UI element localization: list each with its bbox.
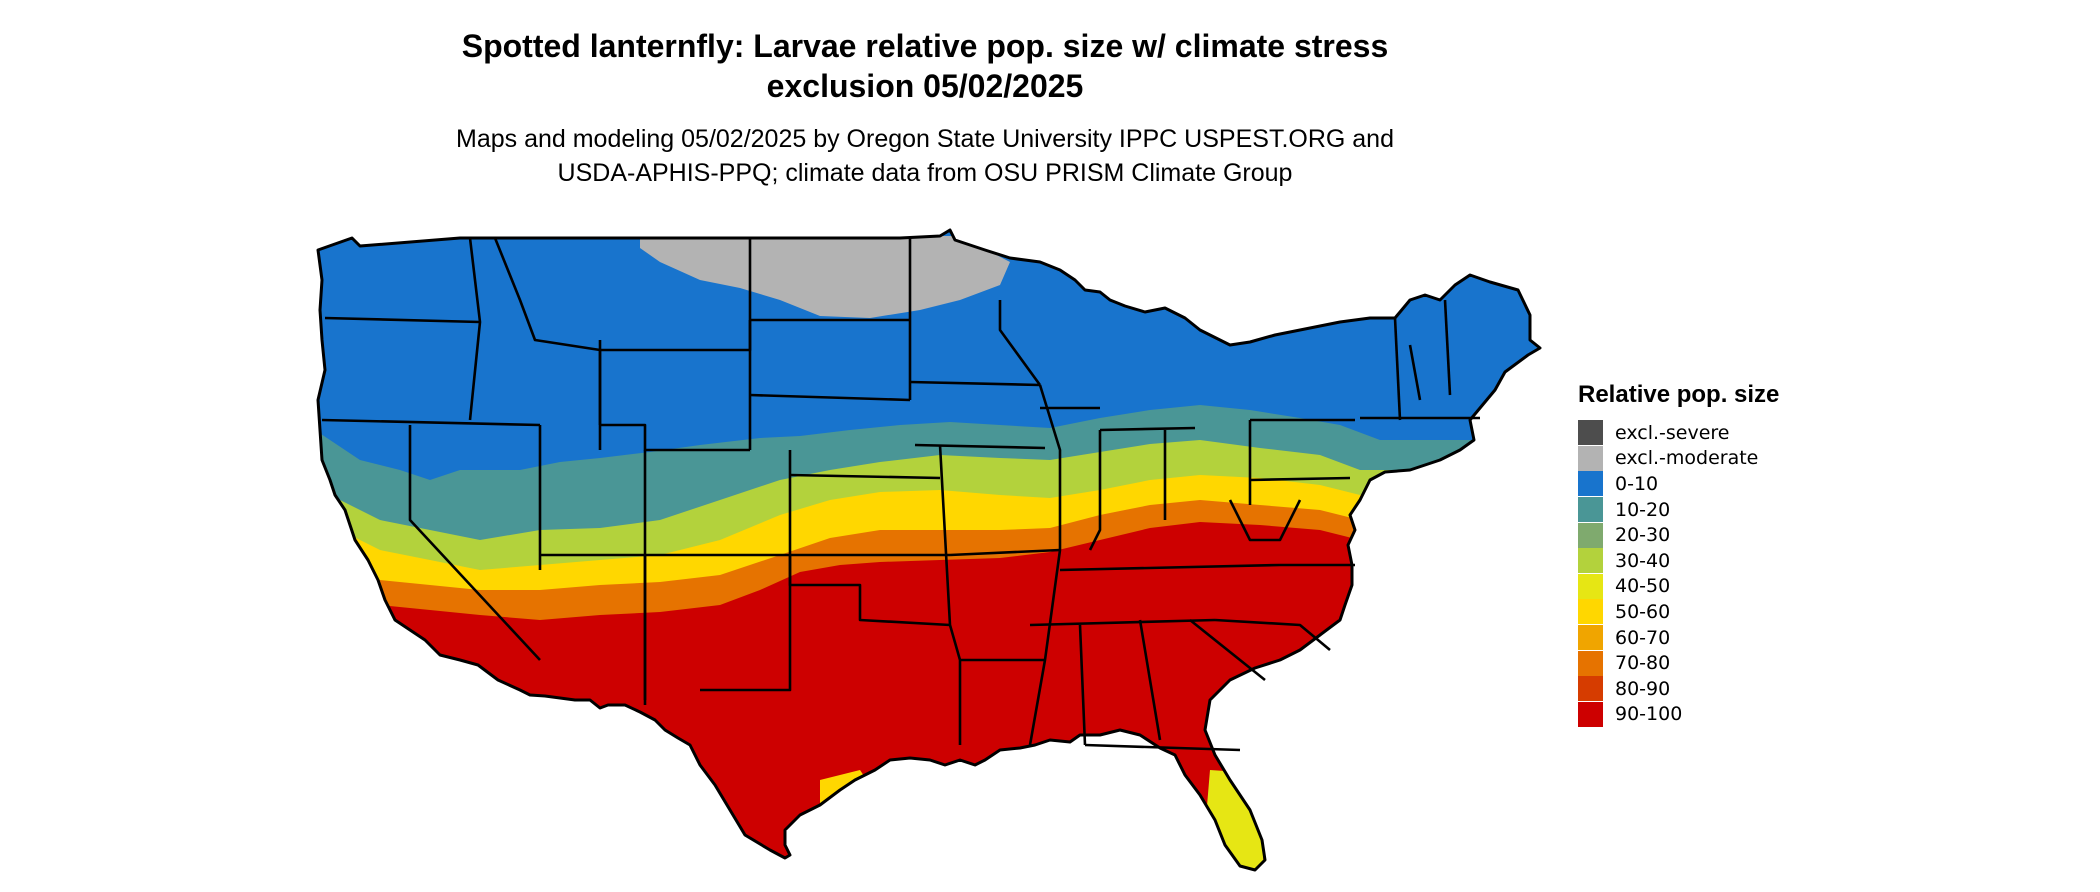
legend-swatch: [1578, 471, 1603, 497]
legend-label: excl.-moderate: [1615, 447, 1759, 470]
boundary-or-ca-nv: [321, 418, 541, 427]
boundary-id-west: [468, 237, 482, 421]
legend-item: excl.-severe: [1578, 420, 1779, 446]
legend-item: 10-20: [1578, 497, 1779, 523]
boundary-ga-sc: [1189, 618, 1266, 682]
map-title-line-2: exclusion 05/02/2025: [766, 68, 1084, 104]
legend-swatch: [1578, 497, 1603, 523]
legend-item: excl.-moderate: [1578, 445, 1779, 472]
boundary-ms-river: [1028, 384, 1062, 746]
map-title: Spotted lanternfly: Larvae relative pop.…: [0, 26, 1850, 106]
boundary-wv: [1228, 499, 1302, 542]
legend-label: 30-40: [1615, 549, 1671, 572]
us-map: [316, 228, 1542, 872]
legend-swatch: [1578, 676, 1603, 702]
boundary-west-ms-river: [938, 444, 962, 745]
boundary-tn-ms-al-ga: [1029, 618, 1216, 627]
legend-label: 80-90: [1615, 677, 1671, 700]
legend-swatch: [1578, 548, 1603, 574]
legend-swatch: [1578, 445, 1603, 471]
legend-swatch: [1578, 650, 1603, 676]
legend-item: 90-100: [1578, 701, 1779, 728]
boundary-mi-south: [1099, 426, 1196, 432]
boundary-mo-ar: [949, 548, 1061, 557]
zone-texas-coast: [820, 770, 890, 870]
boundary-il-in: [1088, 430, 1102, 551]
legend-swatch: [1578, 420, 1603, 446]
legend-item: 60-70: [1578, 625, 1779, 651]
boundary-ny-vt-ma: [1393, 317, 1402, 421]
legend-label: 40-50: [1615, 575, 1671, 598]
legend-item: 30-40: [1578, 548, 1779, 574]
boundary-ca-nv: [408, 425, 541, 661]
legend-swatch: [1578, 522, 1603, 548]
boundary-sd-ne: [749, 393, 911, 402]
boundary-vt-nh: [1408, 344, 1422, 401]
legend-label: 70-80: [1615, 652, 1671, 675]
zone-excl-moderate: [640, 236, 1010, 318]
zone-florida-south: [1200, 770, 1265, 870]
legend-label: 90-100: [1615, 703, 1683, 726]
map-subtitle-line-2: USDA-APHIS-PPQ; climate data from OSU PR…: [557, 159, 1293, 187]
boundary-al-ga: [1138, 619, 1162, 741]
legend-item: 0-10: [1578, 471, 1779, 497]
legend-label: 10-20: [1615, 498, 1671, 521]
boundary-ms-al: [1078, 624, 1087, 746]
boundary-ia-mo: [914, 443, 1046, 450]
legend-swatch: [1578, 701, 1603, 727]
boundary-ne-ks: [789, 473, 941, 480]
boundary-pa-south: [1249, 476, 1351, 482]
legend-title: Relative pop. size: [1578, 381, 1780, 408]
boundary-ga-fl: [1084, 743, 1241, 752]
legend-swatch: [1578, 599, 1603, 625]
boundary-ky-tn: [1059, 563, 1281, 572]
map-subtitle: Maps and modeling 05/02/2025 by Oregon S…: [0, 122, 1850, 190]
boundary-ok-tx: [788, 555, 951, 627]
legend-item: 80-90: [1578, 676, 1779, 702]
legend-item: 40-50: [1578, 573, 1779, 600]
map-title-line-1: Spotted lanternfly: Larvae relative pop.…: [461, 28, 1389, 64]
legend-item: 50-60: [1578, 599, 1779, 625]
state-boundaries: [321, 237, 1480, 752]
legend-label: 0-10: [1615, 472, 1659, 495]
legend-swatch: [1578, 573, 1603, 599]
boundary-nm-tx: [700, 555, 792, 692]
us-outline: [316, 228, 1542, 872]
boundary-wa-or: [324, 316, 481, 324]
legend-label: 60-70: [1615, 626, 1671, 649]
boundary-ia-north: [909, 380, 1041, 387]
map-subtitle-line-1: Maps and modeling 05/02/2025 by Oregon S…: [456, 125, 1394, 153]
boundary-mn-wi: [998, 300, 1042, 386]
legend-swatch: [1578, 625, 1603, 651]
legend-label: 50-60: [1615, 600, 1671, 623]
boundary-id-wy-ut: [600, 423, 750, 452]
legend-item: 20-30: [1578, 522, 1779, 548]
legend-items: excl.-severe excl.-moderate 0-10 10-20 20-30…: [1578, 420, 1779, 727]
legend-label: 20-30: [1615, 524, 1671, 547]
legend-item: 70-80: [1578, 650, 1779, 676]
legend-label: excl.-severe: [1615, 421, 1730, 444]
boundary-nc-sc: [1214, 618, 1331, 651]
legend: Relative pop. size excl.-severe excl.-mod…: [1578, 380, 1779, 727]
boundary-me-nh: [1443, 299, 1452, 396]
